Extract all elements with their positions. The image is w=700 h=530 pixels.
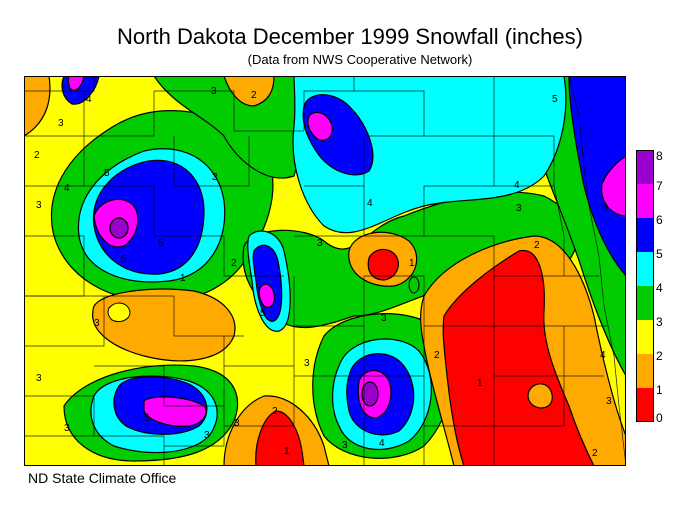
contour-label: 2 — [534, 240, 540, 251]
contour-label: 2 — [272, 406, 278, 417]
contour-purple-southcentral — [361, 381, 379, 407]
contour-yellow-spot — [107, 302, 131, 323]
contour-label: 3 — [212, 172, 218, 183]
legend-label: 3 — [656, 315, 663, 329]
contour-label: 4 — [379, 438, 385, 449]
source-credit: ND State Climate Office — [28, 470, 177, 486]
contour-label: 4 — [367, 198, 373, 209]
contour-label: 1 — [284, 446, 290, 457]
legend-swatch-3-4 — [636, 286, 654, 320]
legend-label: 8 — [656, 149, 663, 163]
contour-label: 1 — [477, 378, 483, 389]
contour-label: 2 — [592, 448, 598, 459]
contour-label: 5 — [104, 168, 110, 179]
map-title: North Dakota December 1999 Snowfall (inc… — [117, 24, 583, 49]
contour-label: 4 — [600, 350, 606, 361]
contour-label: 3 — [516, 203, 522, 214]
contour-red-east — [442, 249, 595, 466]
contour-label: 3 — [94, 318, 100, 329]
legend-label: 5 — [656, 247, 663, 261]
contour-label: 4 — [64, 183, 70, 194]
legend-swatch-5-6 — [636, 218, 654, 252]
legend-swatch-4-5 — [636, 252, 654, 286]
contour-label: 5 — [158, 238, 164, 249]
contour-magenta-central — [258, 283, 275, 308]
contour-magenta-southwest — [143, 396, 207, 427]
contour-label: 3 — [36, 373, 42, 384]
contour-label: 3 — [381, 313, 387, 324]
legend-swatch-6-7 — [636, 184, 654, 218]
legend-label: 7 — [656, 179, 663, 193]
contour-purple-west — [109, 217, 129, 239]
county-boundaries — [24, 76, 626, 466]
snowfall-map: 2 3 3 4 4 5 5 5 3 2 2 1 3 3 3 5 3 2 1 5 … — [24, 76, 626, 466]
contour-red-south — [255, 410, 305, 466]
contour-label: 2 — [434, 350, 440, 361]
contour-orange-hole-east — [527, 383, 553, 409]
contour-label: 5 — [121, 254, 127, 265]
map-subtitle: (Data from NWS Cooperative Network) — [247, 52, 473, 67]
contour-label: 2 — [251, 90, 257, 101]
contour-label: 3 — [58, 118, 64, 129]
legend-label: 4 — [656, 281, 663, 295]
legend-swatch-1-2 — [636, 354, 654, 388]
contour-label: 6 — [602, 202, 608, 213]
contour-label: 3 — [64, 423, 70, 434]
contour-label: 3 — [317, 238, 323, 249]
color-legend: 8 7 6 5 4 3 2 1 0 — [636, 149, 686, 425]
contour-magenta-northwest — [67, 76, 85, 91]
contour-label: 3 — [204, 430, 210, 441]
legend-swatch-0-1 — [636, 388, 654, 422]
contour-label: 3 — [342, 440, 348, 451]
contour-label: 2 — [34, 150, 40, 161]
contour-label: 3 — [304, 358, 310, 369]
contour-blue-central — [252, 244, 283, 322]
contour-blue-east — [568, 76, 626, 277]
legend-swatch-7-8 — [636, 150, 654, 184]
contour-red-central — [367, 248, 399, 281]
contour-orange-northcentral — [223, 76, 275, 107]
contour-label: 1 — [409, 258, 415, 269]
contour-labels: 2 3 3 4 4 5 5 5 3 2 2 1 3 3 3 5 3 2 1 5 … — [34, 86, 612, 459]
contour-label: 4 — [514, 180, 520, 191]
legend-label: 6 — [656, 213, 663, 227]
legend-swatch-2-3 — [636, 320, 654, 354]
contour-label: 3 — [606, 396, 612, 407]
contour-green-spot — [408, 276, 420, 294]
contour-label: 5 — [144, 413, 150, 424]
contour-label: 4 — [86, 94, 92, 105]
contour-label: 3 — [36, 200, 42, 211]
legend-label: 1 — [656, 383, 663, 397]
contour-magenta-east — [601, 155, 626, 217]
contour-cyan-north — [292, 76, 567, 234]
contour-magenta-north — [307, 111, 333, 141]
contour-label: 1 — [180, 273, 186, 284]
legend-label: 0 — [656, 411, 663, 425]
legend-label: 2 — [656, 349, 663, 363]
contour-label: 3 — [211, 86, 217, 97]
contour-label: 3 — [234, 418, 240, 429]
map-border — [24, 76, 626, 466]
contour-label: 2 — [231, 258, 237, 269]
contour-label: 5 — [260, 308, 266, 319]
contour-label: 5 — [552, 94, 558, 105]
